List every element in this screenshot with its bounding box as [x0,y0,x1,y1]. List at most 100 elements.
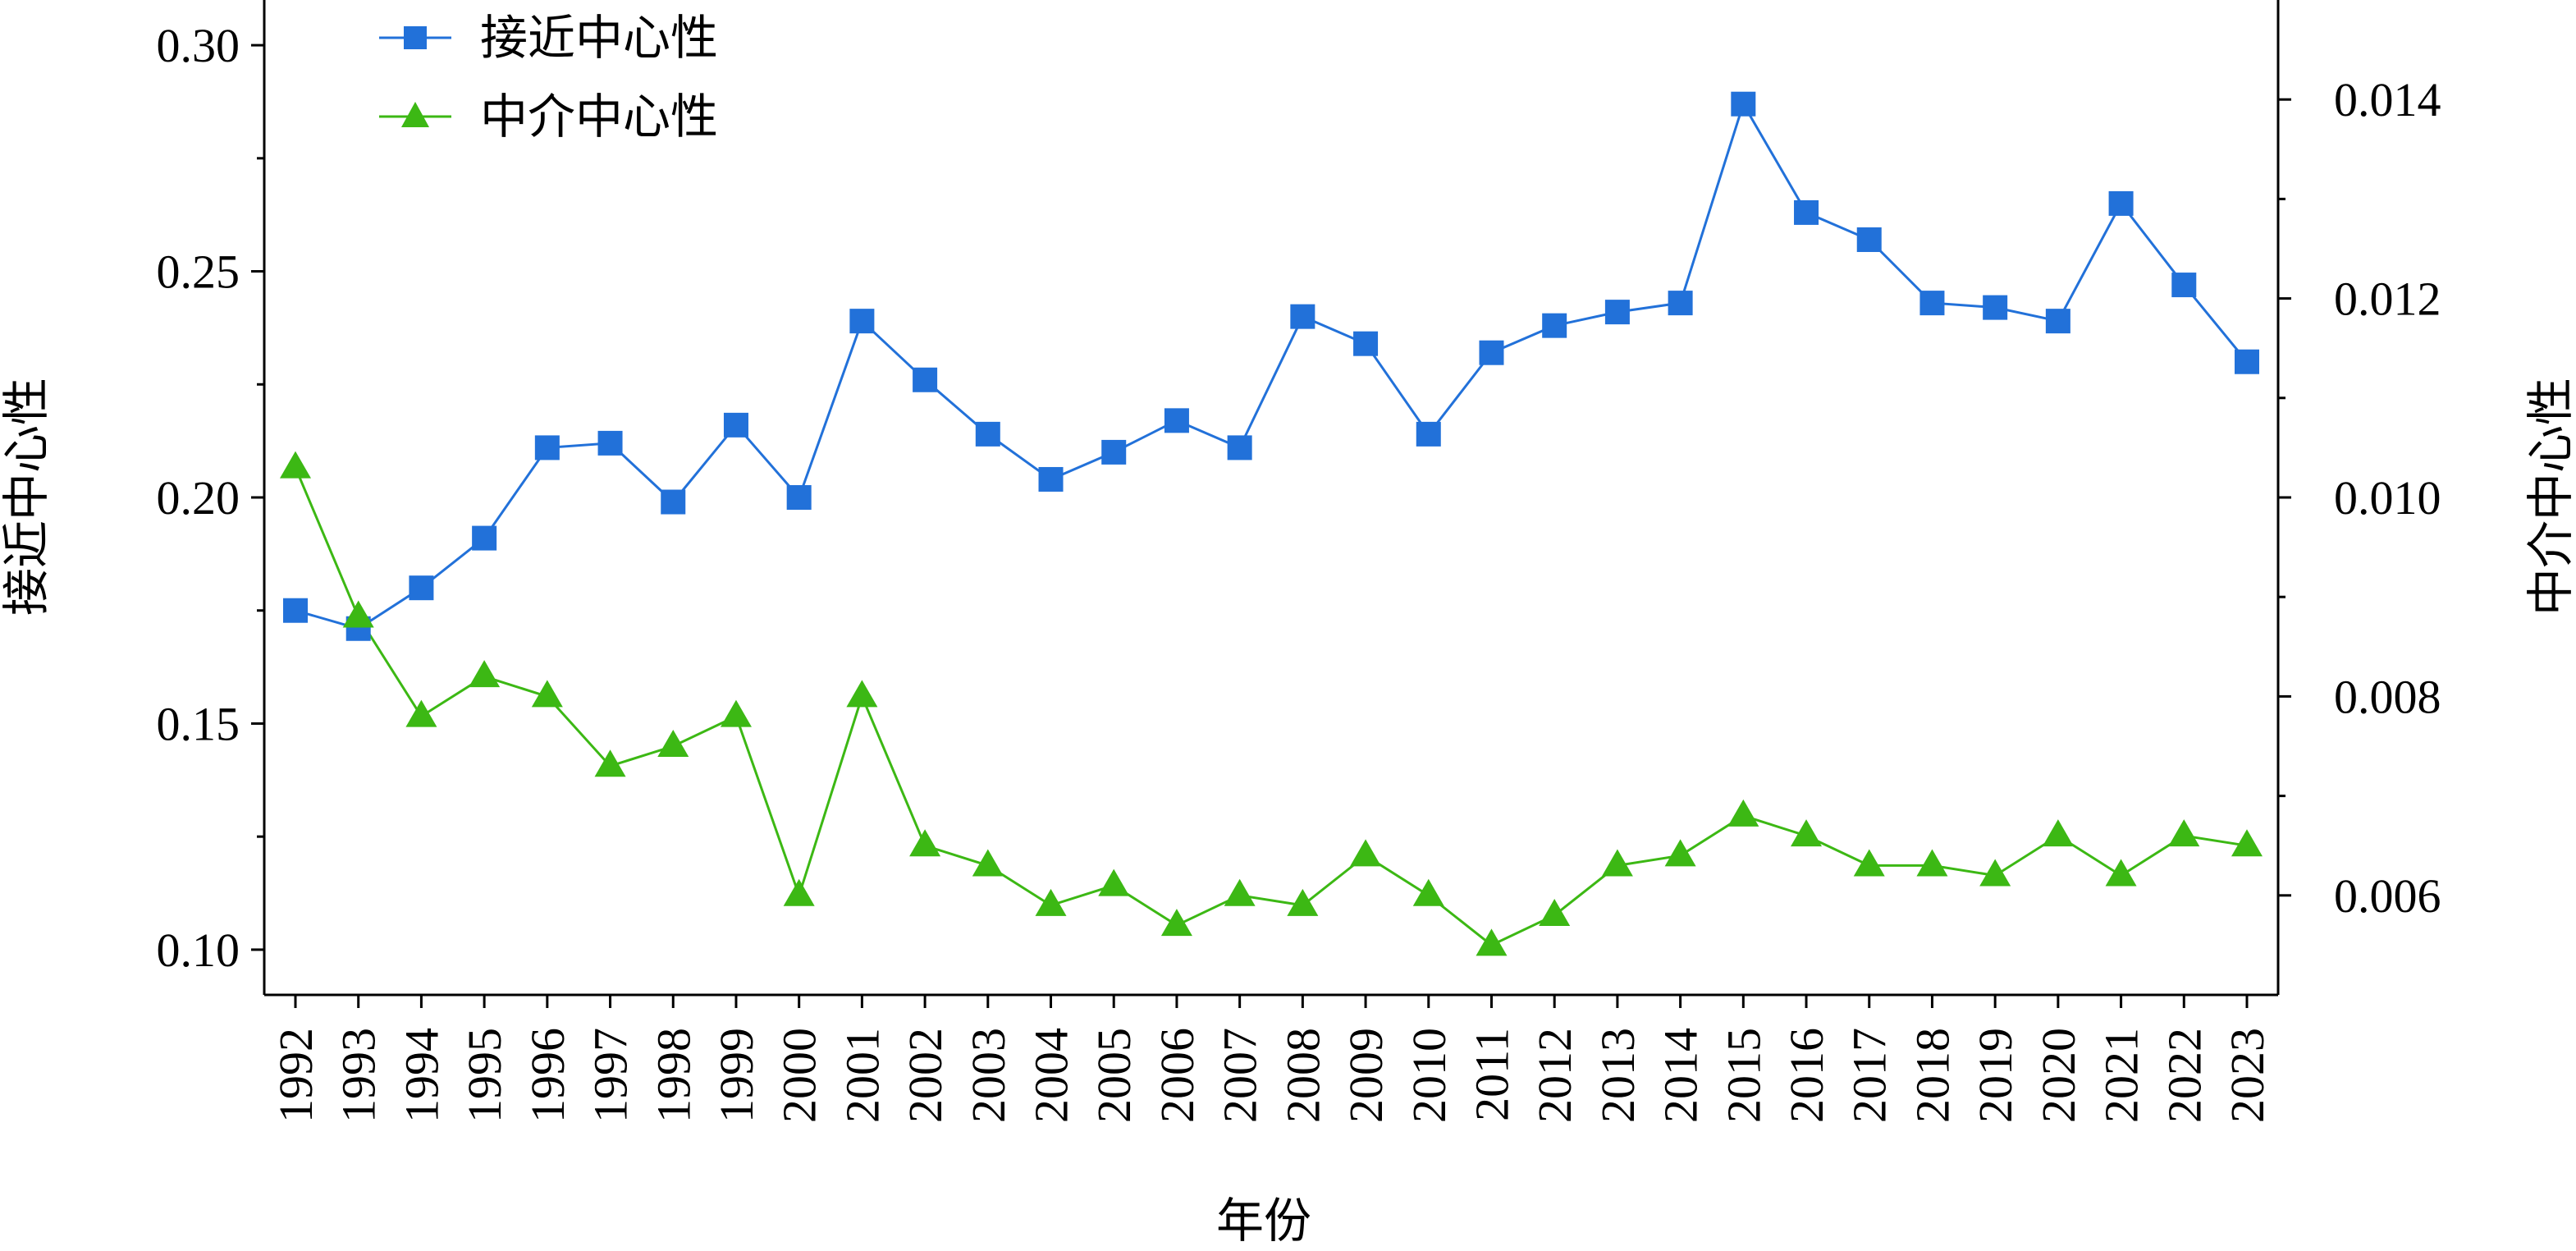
betweenness-point-2023 [2231,829,2263,857]
x-tick-label: 2017 [1843,1028,1897,1123]
betweenness-point-1998 [657,730,689,757]
betweenness-point-1997 [594,749,626,777]
closeness-point-2000 [786,485,812,510]
left-y-axis: 0.10 0.15 0.20 0.25 0.30 [157,19,264,977]
x-tick-label: 1994 [395,1028,448,1123]
closeness-point-1994 [409,575,434,601]
betweenness-point-1994 [405,699,437,727]
closeness-point-2017 [1856,227,1882,252]
x-tick-label: 2001 [835,1028,889,1123]
series-markers [280,91,2263,956]
betweenness-point-2022 [2168,819,2200,847]
closeness-point-2019 [1983,295,2008,320]
betweenness-point-1995 [469,660,501,688]
x-tick-label: 2021 [2095,1028,2148,1123]
series-line-1 [294,467,2248,947]
closeness-point-2008 [1290,304,1315,329]
x-axis-label: 年份 [1216,1193,1311,1249]
x-tick-label: 2012 [1528,1028,1581,1123]
x-tick-label: 2002 [899,1028,952,1123]
betweenness-point-2018 [1916,849,1948,877]
closeness-point-2015 [1731,91,1756,117]
x-axis: 1992 1993 1994 1995 1996 1997 1998 1999 2000 2001… [269,995,2274,1123]
betweenness-point-2001 [846,680,878,708]
x-tick-label: 2006 [1151,1028,1204,1123]
right-tick-label: 0.006 [2334,869,2441,923]
x-tick-label: 2008 [1276,1028,1329,1123]
closeness-point-2018 [1919,291,1945,316]
x-tick-label: 1995 [458,1028,511,1123]
closeness-point-2010 [1416,421,1441,447]
betweenness-point-2020 [2042,819,2074,847]
closeness-point-2016 [1794,199,1819,225]
betweenness-point-2012 [1539,899,1571,927]
right-tick-label: 0.012 [2334,273,2441,326]
betweenness-point-1993 [342,600,374,628]
x-tick-label: 2014 [1654,1028,1708,1123]
x-tick-label: 2020 [2032,1028,2085,1123]
closeness-point-2006 [1164,408,1189,433]
right-tick-label: 0.008 [2334,670,2441,723]
closeness-point-2014 [1668,291,1693,316]
betweenness-point-2009 [1350,839,1382,867]
closeness-point-1996 [534,435,560,461]
closeness-point-2012 [1542,313,1567,338]
left-tick-label: 0.20 [157,471,240,525]
betweenness-point-2021 [2105,859,2137,887]
closeness-point-2001 [849,309,875,334]
closeness-point-2005 [1101,439,1127,465]
right-tick-label: 0.014 [2334,73,2441,126]
left-tick-label: 0.10 [157,923,240,977]
left-tick-label: 0.30 [157,19,240,72]
x-tick-label: 1997 [584,1028,638,1123]
x-tick-label: 2004 [1025,1028,1078,1123]
legend-item-betweenness: 中介中心性 [379,89,718,144]
x-tick-label: 1993 [332,1028,386,1123]
x-tick-label: 1998 [647,1028,700,1123]
closeness-point-2023 [2235,349,2259,374]
x-tick-label: 1992 [269,1028,323,1123]
legend: 接近中心性 中介中心性 [379,10,718,144]
closeness-point-2021 [2108,190,2134,216]
betweenness-point-2007 [1224,878,1256,906]
left-tick-label: 0.25 [157,245,240,299]
betweenness-point-2017 [1853,849,1885,877]
betweenness-point-1992 [280,451,311,479]
closeness-point-1997 [597,430,623,456]
betweenness-point-2014 [1664,839,1696,867]
betweenness-point-2004 [1035,888,1067,916]
betweenness-point-2008 [1287,888,1319,916]
betweenness-point-2011 [1476,928,1508,956]
axes-frame [263,0,2280,997]
x-tick-label: 2011 [1465,1028,1518,1121]
betweenness-point-2000 [783,878,815,906]
x-tick-label: 2013 [1591,1028,1645,1123]
betweenness-point-2019 [1979,859,2011,887]
left-y-axis-label: 接近中心性 [0,378,54,616]
betweenness-point-2015 [1727,799,1759,827]
right-y-axis: 0.006 0.008 0.010 0.012 0.014 [2278,73,2441,923]
closeness-point-2013 [1604,300,1630,325]
closeness-point-1995 [472,525,497,551]
closeness-point-1992 [283,598,308,623]
closeness-point-2003 [975,421,1000,447]
closeness-point-2004 [1038,466,1064,492]
closeness-point-2002 [913,367,938,392]
right-tick-label: 0.010 [2334,471,2441,525]
x-tick-label: 2019 [1969,1028,2022,1123]
closeness-point-1999 [723,412,748,438]
legend-item-closeness: 接近中心性 [379,10,718,66]
x-tick-label: 2023 [2221,1028,2274,1123]
x-tick-label: 2010 [1402,1028,1456,1123]
closeness-point-2007 [1227,435,1252,461]
closeness-point-2022 [2171,273,2197,298]
betweenness-point-2003 [972,849,1004,877]
betweenness-point-2005 [1098,868,1130,896]
x-tick-label: 1999 [710,1028,763,1123]
closeness-point-2009 [1353,331,1379,356]
betweenness-point-2002 [909,829,941,857]
legend-label-closeness: 接近中心性 [480,10,718,66]
left-tick-label: 0.15 [157,697,240,750]
series-line-0 [295,101,2249,630]
